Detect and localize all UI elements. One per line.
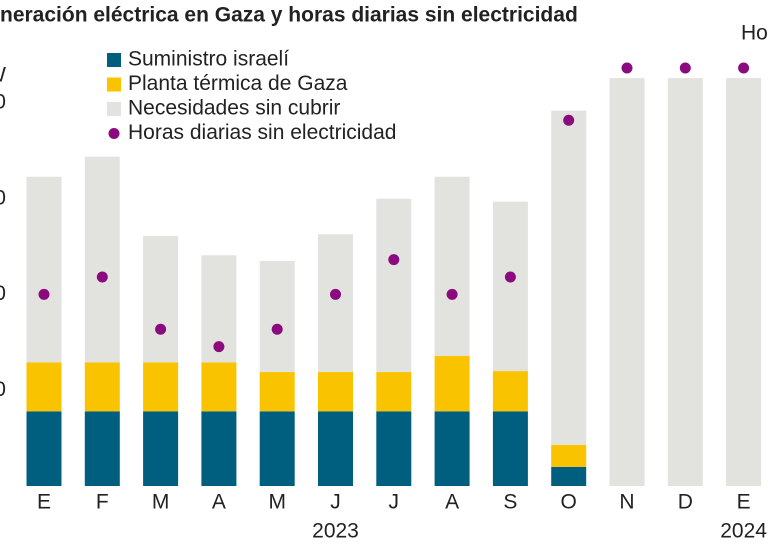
bar-segment bbox=[143, 362, 179, 412]
x-tick-label: A bbox=[445, 491, 459, 514]
bar-segment bbox=[318, 234, 353, 373]
hours-dot bbox=[621, 62, 633, 74]
bar-segment bbox=[376, 411, 412, 486]
x-tick-label: N bbox=[619, 491, 634, 514]
bar-segment bbox=[84, 156, 120, 363]
legend-swatch bbox=[107, 102, 121, 116]
x-tick-label: D bbox=[678, 491, 693, 514]
bar-segment bbox=[434, 411, 470, 486]
hours-dot bbox=[504, 271, 516, 283]
bar-segment bbox=[84, 362, 120, 412]
legend-label: Suministro israelí bbox=[128, 48, 289, 71]
x-tick-label: E bbox=[37, 491, 51, 514]
y2-axis-label: Ho bbox=[741, 22, 768, 45]
hours-dot bbox=[446, 288, 458, 300]
y-tick-label: 400 bbox=[0, 91, 6, 114]
bar-segment bbox=[259, 411, 295, 486]
x-group-label: 2023 bbox=[312, 520, 359, 543]
bar-segment bbox=[376, 372, 412, 412]
x-tick-label: M bbox=[268, 491, 286, 514]
x-tick-label: O bbox=[561, 491, 577, 514]
x-tick-label: J bbox=[389, 491, 400, 514]
x-tick-label: E bbox=[737, 491, 751, 514]
x-group-label: 2024 bbox=[720, 520, 767, 543]
bar-segment bbox=[143, 236, 179, 363]
x-tick-label: M bbox=[152, 491, 170, 514]
x-tick-label: J bbox=[330, 491, 341, 514]
hours-dot bbox=[271, 323, 283, 335]
legend-label: Necesidades sin cubrir bbox=[128, 97, 340, 120]
chart-title: neración eléctrica en Gaza y horas diari… bbox=[0, 4, 578, 27]
x-tick-label: A bbox=[212, 491, 226, 514]
hours-dot bbox=[738, 62, 750, 74]
hours-dot bbox=[679, 62, 691, 74]
x-tick-label: S bbox=[503, 491, 517, 514]
bar-segment bbox=[84, 411, 120, 486]
bar-segment bbox=[726, 78, 762, 486]
hours-dot bbox=[213, 341, 225, 353]
y-tick-label: 200 bbox=[0, 282, 6, 305]
hours-dot bbox=[330, 288, 341, 300]
y-tick-label: 100 bbox=[0, 378, 6, 401]
legend-dot bbox=[108, 128, 120, 139]
hours-dot bbox=[96, 271, 108, 283]
bar-segment bbox=[259, 372, 295, 412]
bar-segment bbox=[26, 176, 62, 363]
x-tick-label: F bbox=[96, 491, 109, 514]
legend-label: Planta térmica de Gaza bbox=[128, 72, 348, 95]
bar-segment bbox=[667, 78, 703, 486]
y-tick-label: 300 bbox=[0, 186, 6, 209]
bar-segment bbox=[259, 260, 295, 373]
y-axis-label: MW bbox=[0, 64, 6, 87]
legend-swatch bbox=[107, 77, 121, 92]
bar-segment bbox=[201, 362, 237, 412]
hours-dot bbox=[155, 323, 167, 335]
bar-segment bbox=[434, 176, 470, 356]
bar-segment bbox=[26, 362, 62, 412]
bar-segment bbox=[318, 372, 353, 412]
legend-label: Horas diarias sin electricidad bbox=[128, 121, 396, 144]
bar-segment bbox=[26, 411, 62, 486]
bar-segment bbox=[201, 411, 237, 486]
hours-dot bbox=[38, 288, 50, 300]
bar-segment bbox=[492, 201, 528, 372]
bar-segment bbox=[492, 411, 528, 486]
hours-dot bbox=[563, 114, 575, 126]
bar-segment bbox=[551, 110, 587, 445]
bar-segment bbox=[143, 411, 179, 486]
bar-segment bbox=[551, 444, 587, 467]
bar-segment bbox=[318, 411, 353, 486]
bar-segment bbox=[492, 371, 528, 412]
bar-segment bbox=[376, 198, 412, 373]
legend-swatch bbox=[107, 53, 121, 67]
bar-segment bbox=[551, 466, 587, 486]
bar-segment bbox=[609, 78, 645, 486]
hours-dot bbox=[388, 254, 400, 266]
bar-segment bbox=[434, 355, 470, 412]
